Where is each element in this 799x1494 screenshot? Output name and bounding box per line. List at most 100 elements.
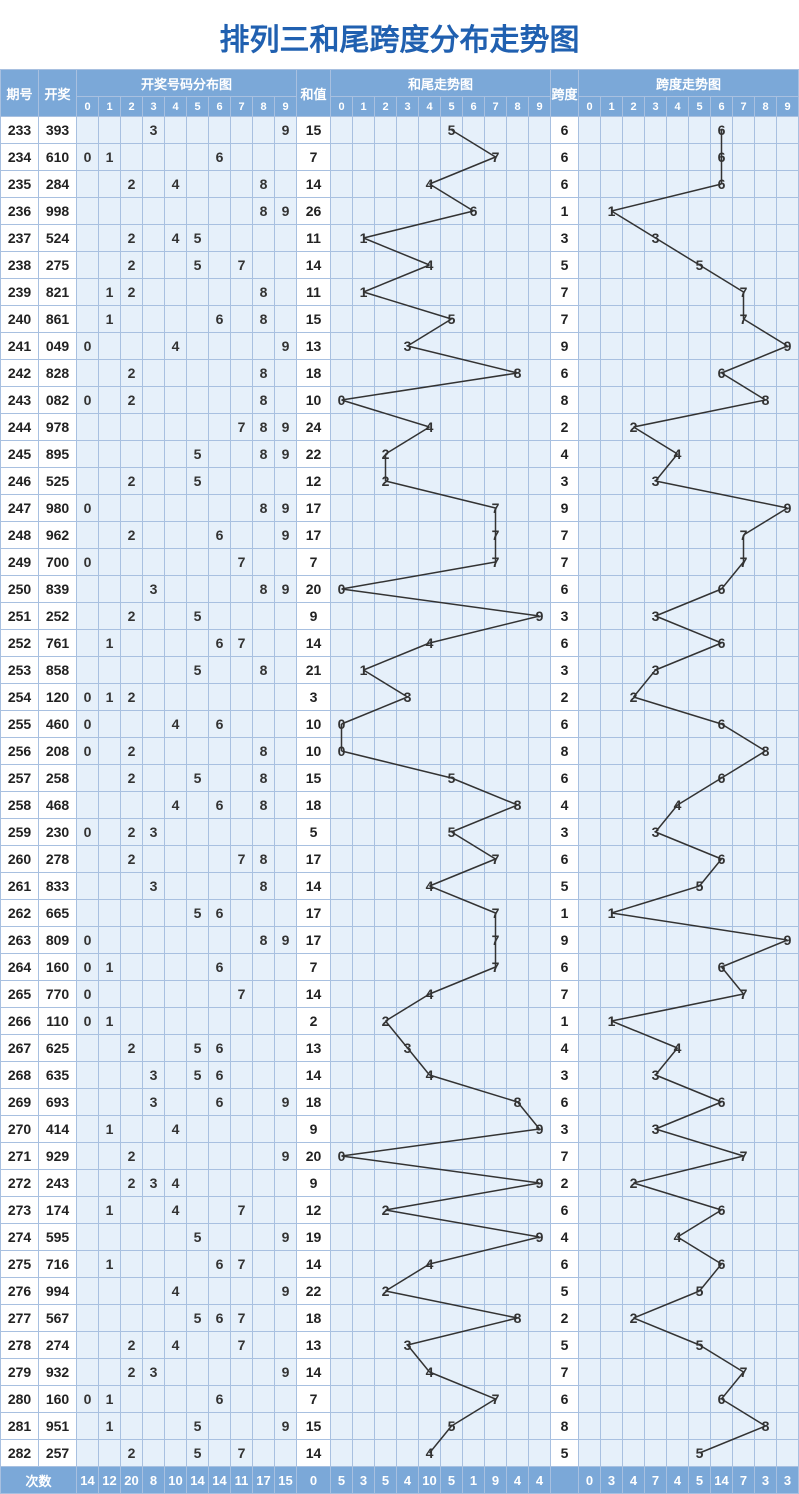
tail-cell-0 <box>331 117 353 144</box>
table-row: 23827525714455 <box>1 252 799 279</box>
period-cell: 270 <box>1 1116 39 1143</box>
dist-cell-6: 6 <box>209 1062 231 1089</box>
tail-cell-0 <box>331 1170 353 1197</box>
span-trend-cell-5: 5 <box>689 1278 711 1305</box>
tail-cell-1 <box>353 792 375 819</box>
period-cell: 242 <box>1 360 39 387</box>
sum-cell: 9 <box>297 603 331 630</box>
span-trend-cell-0 <box>579 1035 601 1062</box>
tail-cell-3 <box>397 1008 419 1035</box>
dist-cell-2: 2 <box>121 1359 143 1386</box>
span-trend-cell-0 <box>579 1197 601 1224</box>
tail-cell-8 <box>507 684 529 711</box>
tail-cell-3 <box>397 576 419 603</box>
tail-cell-4 <box>419 1332 441 1359</box>
dist-cell-5 <box>187 1116 209 1143</box>
span-trend-cell-2 <box>623 1143 645 1170</box>
dist-cell-3 <box>143 1116 165 1143</box>
dist-cell-9 <box>275 981 297 1008</box>
period-cell: 274 <box>1 1224 39 1251</box>
span-trend-cell-3 <box>645 900 667 927</box>
span-trend-cell-6 <box>711 684 733 711</box>
draw-cell: 625 <box>39 1035 77 1062</box>
dist-cell-3 <box>143 927 165 954</box>
count-row: 次数14122081014141117150535410519440347451… <box>1 1467 799 1494</box>
sum-cell: 18 <box>297 360 331 387</box>
dist-cell-1 <box>99 549 121 576</box>
tail-cell-0: 0 <box>331 576 353 603</box>
tail-cell-9 <box>529 765 551 792</box>
dist-cell-3 <box>143 684 165 711</box>
tail-cell-8 <box>507 117 529 144</box>
sum-cell: 7 <box>297 144 331 171</box>
tail-cell-8 <box>507 1251 529 1278</box>
span-trend-cell-9 <box>777 981 799 1008</box>
table-row: 27827424713355 <box>1 1332 799 1359</box>
tail-cell-4 <box>419 1008 441 1035</box>
header-digit-2: 2 <box>121 97 143 117</box>
span-trend-cell-3: 3 <box>645 468 667 495</box>
tail-cell-5 <box>441 1035 463 1062</box>
span-trend-cell-6 <box>711 1116 733 1143</box>
tail-cell-4: 4 <box>419 873 441 900</box>
tail-cell-7 <box>485 171 507 198</box>
span-trend-cell-5 <box>689 1359 711 1386</box>
span-trend-cell-2 <box>623 225 645 252</box>
span-trend-cell-4 <box>667 1197 689 1224</box>
period-cell: 253 <box>1 657 39 684</box>
tail-cell-4 <box>419 387 441 414</box>
span-trend-cell-9 <box>777 522 799 549</box>
tail-cell-6 <box>463 630 485 657</box>
span-trend-cell-0 <box>579 738 601 765</box>
tail-cell-7 <box>485 1116 507 1143</box>
dist-cell-4 <box>165 1440 187 1467</box>
tail-cell-5: 5 <box>441 1413 463 1440</box>
count-dist-4: 10 <box>165 1467 187 1494</box>
span-trend-cell-8 <box>755 549 777 576</box>
tail-cell-2 <box>375 414 397 441</box>
span-trend-cell-4 <box>667 252 689 279</box>
tail-cell-1 <box>353 387 375 414</box>
sum-cell: 17 <box>297 900 331 927</box>
count-span <box>551 1467 579 1494</box>
table-row: 25846846818844 <box>1 792 799 819</box>
dist-cell-7 <box>231 1224 253 1251</box>
dist-cell-0: 0 <box>77 1008 99 1035</box>
tail-cell-1 <box>353 1224 375 1251</box>
tail-cell-7 <box>485 1170 507 1197</box>
span-trend-cell-2 <box>623 765 645 792</box>
span-trend-cell-9 <box>777 1224 799 1251</box>
table-row: 2626655617711 <box>1 900 799 927</box>
dist-cell-9: 9 <box>275 1278 297 1305</box>
tail-cell-1 <box>353 630 375 657</box>
span-trend-cell-4 <box>667 1278 689 1305</box>
dist-cell-3 <box>143 846 165 873</box>
span-trend-cell-7 <box>733 117 755 144</box>
tail-cell-2 <box>375 1332 397 1359</box>
span-trend-cell-0 <box>579 1278 601 1305</box>
table-row: 2618333814455 <box>1 873 799 900</box>
tail-cell-4 <box>419 1089 441 1116</box>
span-trend-cell-8 <box>755 1386 777 1413</box>
sum-cell: 12 <box>297 468 331 495</box>
period-cell: 236 <box>1 198 39 225</box>
tail-cell-2 <box>375 117 397 144</box>
dist-cell-9: 9 <box>275 441 297 468</box>
table-row: 2538585821133 <box>1 657 799 684</box>
dist-cell-1: 1 <box>99 1197 121 1224</box>
span-trend-cell-0 <box>579 1440 601 1467</box>
span-trend-cell-7 <box>733 1251 755 1278</box>
span-trend-cell-5 <box>689 1116 711 1143</box>
dist-cell-9 <box>275 765 297 792</box>
dist-cell-2 <box>121 927 143 954</box>
dist-cell-9 <box>275 468 297 495</box>
dist-cell-5: 5 <box>187 1305 209 1332</box>
span-trend-cell-8 <box>755 1170 777 1197</box>
span-trend-cell-7 <box>733 171 755 198</box>
tail-cell-4 <box>419 225 441 252</box>
count-span-trend-3: 7 <box>645 1467 667 1494</box>
tail-cell-3 <box>397 765 419 792</box>
tail-cell-1 <box>353 360 375 387</box>
span-trend-cell-7 <box>733 144 755 171</box>
span-cell: 1 <box>551 198 579 225</box>
